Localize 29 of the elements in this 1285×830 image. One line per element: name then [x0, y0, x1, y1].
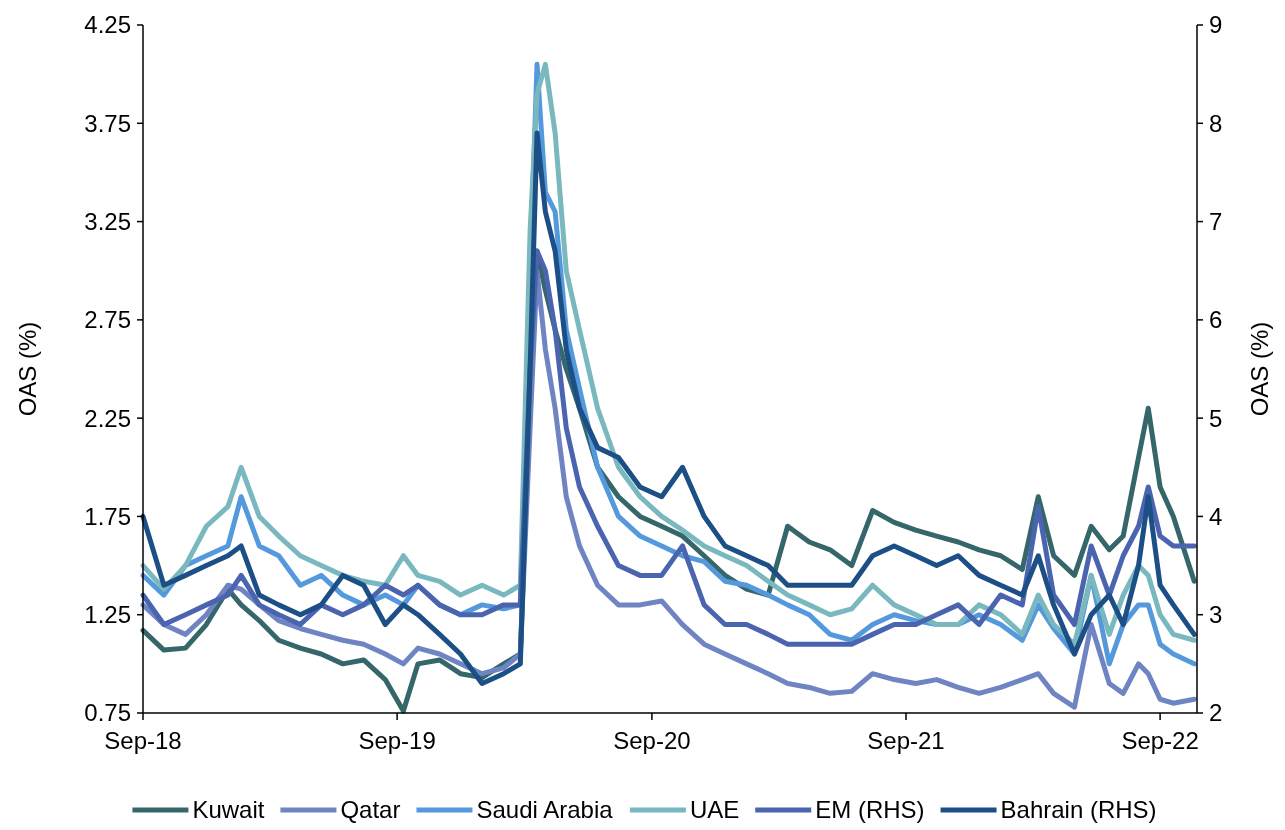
- legend-label: EM (RHS): [815, 796, 925, 824]
- x-tick-label: Sep-22: [1121, 727, 1199, 754]
- y-tick-label: 2.25: [84, 404, 131, 432]
- y-tick-label: 3.75: [84, 109, 131, 137]
- y-tick-label: 0.75: [84, 699, 131, 727]
- x-tick-label: Sep-18: [104, 727, 182, 754]
- y-tick-label: 4.25: [84, 11, 131, 39]
- y2-tick-label: 5: [1209, 404, 1223, 432]
- y-tick-label: 3.25: [84, 207, 131, 235]
- x-tick-label: Sep-19: [358, 727, 436, 754]
- y2-tick-label: 6: [1209, 306, 1223, 334]
- y2-tick-label: 4: [1209, 502, 1223, 530]
- legend-label: Kuwait: [192, 796, 265, 824]
- legend-label: UAE: [689, 796, 740, 824]
- x-tick-label: Sep-20: [613, 727, 691, 754]
- y2-tick-label: 7: [1209, 207, 1223, 235]
- y2-tick-label: 9: [1209, 11, 1223, 39]
- y2-tick-label: 2: [1209, 699, 1223, 727]
- y2-axis-title: OAS (%): [1246, 321, 1273, 417]
- legend-label: Bahrain (RHS): [1000, 796, 1157, 824]
- legend-label: Qatar: [340, 796, 401, 824]
- y-tick-label: 1.25: [84, 601, 131, 629]
- x-tick-label: Sep-21: [867, 727, 945, 754]
- y-tick-label: 1.75: [84, 502, 131, 530]
- y-tick-label: 2.75: [84, 306, 131, 334]
- y2-tick-label: 8: [1209, 109, 1223, 137]
- y-axis-title: OAS (%): [14, 321, 41, 417]
- legend-label: Saudi Arabia: [476, 796, 614, 824]
- y2-tick-label: 3: [1209, 601, 1223, 629]
